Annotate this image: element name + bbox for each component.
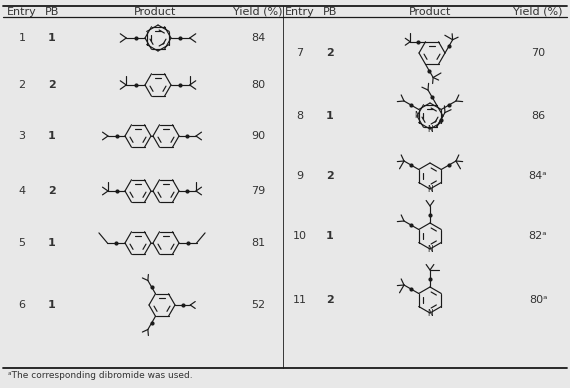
Text: Yield (%): Yield (%) xyxy=(233,7,283,17)
Text: 2: 2 xyxy=(48,80,56,90)
Text: Product: Product xyxy=(134,7,176,17)
Text: 1: 1 xyxy=(48,238,56,248)
Text: 5: 5 xyxy=(18,238,26,248)
Text: 6: 6 xyxy=(18,300,26,310)
Text: 4: 4 xyxy=(18,186,26,196)
Text: 7: 7 xyxy=(296,48,304,58)
Text: 1: 1 xyxy=(48,300,56,310)
Text: Product: Product xyxy=(409,7,451,17)
Text: Yield (%): Yield (%) xyxy=(513,7,563,17)
Text: 2: 2 xyxy=(326,171,334,181)
Text: N: N xyxy=(414,111,420,121)
Text: 80: 80 xyxy=(251,80,265,90)
Text: 1: 1 xyxy=(48,131,56,141)
Text: 2: 2 xyxy=(326,48,334,58)
Text: N: N xyxy=(427,244,433,253)
Text: 1: 1 xyxy=(326,111,334,121)
Text: 84ᵃ: 84ᵃ xyxy=(529,171,547,181)
Text: N: N xyxy=(427,308,433,317)
Text: PB: PB xyxy=(323,7,337,17)
Text: 86: 86 xyxy=(531,111,545,121)
Text: 84: 84 xyxy=(251,33,265,43)
Text: 10: 10 xyxy=(293,231,307,241)
Text: Entry: Entry xyxy=(285,7,315,17)
Text: ᵃThe corresponding dibromide was used.: ᵃThe corresponding dibromide was used. xyxy=(8,371,193,381)
Text: 1: 1 xyxy=(18,33,26,43)
Text: 70: 70 xyxy=(531,48,545,58)
Text: PB: PB xyxy=(45,7,59,17)
Text: 2: 2 xyxy=(18,80,26,90)
Text: N: N xyxy=(427,185,433,194)
Text: 82ᵃ: 82ᵃ xyxy=(529,231,547,241)
Text: Entry: Entry xyxy=(7,7,37,17)
Text: 80ᵃ: 80ᵃ xyxy=(529,295,547,305)
Text: 9: 9 xyxy=(296,171,304,181)
Text: 11: 11 xyxy=(293,295,307,305)
Text: 52: 52 xyxy=(251,300,265,310)
Text: 2: 2 xyxy=(48,186,56,196)
Text: 79: 79 xyxy=(251,186,265,196)
Text: 1: 1 xyxy=(48,33,56,43)
Text: 8: 8 xyxy=(296,111,304,121)
Text: 2: 2 xyxy=(326,295,334,305)
Text: 3: 3 xyxy=(18,131,26,141)
Text: 90: 90 xyxy=(251,131,265,141)
Text: 1: 1 xyxy=(326,231,334,241)
Text: N: N xyxy=(427,125,433,133)
Text: 81: 81 xyxy=(251,238,265,248)
